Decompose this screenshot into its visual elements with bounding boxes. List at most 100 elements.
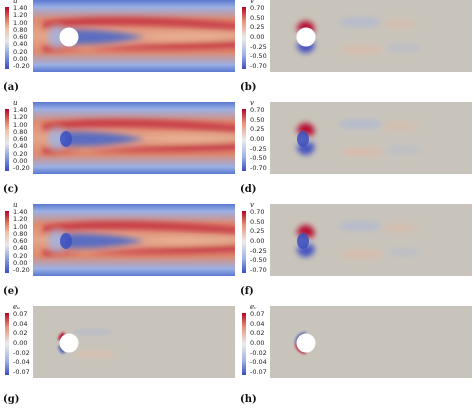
panel-label: (c) <box>3 184 19 195</box>
colorbar-tick: -0.50 <box>250 256 267 265</box>
far-wake <box>145 239 235 243</box>
colorbar-tick: -0.20 <box>13 266 30 274</box>
colorbar-tick: 0.02 <box>13 329 28 338</box>
shear-layer-bottom <box>43 245 235 256</box>
colorbar-tick: 0.50 <box>250 13 265 22</box>
colorbar-symbol: v <box>250 201 254 209</box>
colorbar-tick: 1.20 <box>13 11 28 20</box>
colorbar-tick: 1.40 <box>13 4 28 12</box>
colorbar-tick: 0.07 <box>250 310 265 318</box>
panel-b: v (b) 0.70 0.50 0.25 0.00 -0.25 -0.50 -0.70 <box>237 0 474 102</box>
colorbar-tick: 0.50 <box>250 217 265 226</box>
flow-field <box>33 204 235 276</box>
colorbar-tick: 0.80 <box>13 127 28 136</box>
colorbar-symbol: eᵤ <box>13 303 20 311</box>
panel-g: eᵤ (g) 0.07 0.04 0.02 0.00 -0.02 -0.04 -0.07 <box>0 303 237 409</box>
wake-lobe <box>338 221 382 231</box>
colorbar-tick: -0.04 <box>13 358 30 367</box>
wake-lobe <box>340 46 384 54</box>
colorbar-tick: 0.80 <box>13 229 28 238</box>
colorbar-tick: 0.40 <box>13 244 28 253</box>
colorbar-tick: 0.20 <box>13 149 28 158</box>
cylinder <box>296 27 316 47</box>
colorbar <box>242 313 246 375</box>
colorbar-tick: 0.25 <box>250 125 265 134</box>
flow-field <box>33 102 235 174</box>
colorbar-symbol: u <box>13 99 18 107</box>
colorbar-tick: -0.25 <box>250 144 267 153</box>
wake-lobe <box>340 250 384 258</box>
panel-f: v (f) 0.70 0.50 0.25 0.00 -0.25 -0.50 -0.70 <box>237 201 474 306</box>
error-band <box>75 350 115 358</box>
colorbar-tick: -0.02 <box>13 348 30 357</box>
colorbar-symbol: v <box>250 99 254 107</box>
colorbar <box>5 313 9 375</box>
panel-label: (f) <box>240 286 254 297</box>
colorbar-tick: 0.00 <box>250 237 265 245</box>
colorbar <box>242 109 246 171</box>
colorbar-tick: 0.60 <box>13 237 28 245</box>
colorbar-tick: -0.25 <box>250 42 267 51</box>
colorbar-tick: -0.20 <box>13 62 30 70</box>
flow-field <box>270 306 472 378</box>
colorbar-tick: 0.00 <box>250 135 265 143</box>
colorbar-tick: -0.70 <box>250 266 267 274</box>
cylinder <box>59 333 79 353</box>
shear-layer-top <box>43 221 235 234</box>
cylinder-region <box>60 233 72 249</box>
colorbar-tick: 1.00 <box>13 222 28 231</box>
panel-label: (a) <box>3 82 19 93</box>
colorbar-tick: 0.70 <box>250 208 265 216</box>
panel-e: u (e) 1.40 1.20 1.00 0.80 0.60 0.40 0.20 0.00 -0… <box>0 201 237 306</box>
panel-d: v (d) 0.70 0.50 0.25 0.00 -0.25 -0.50 -0.70 <box>237 99 474 204</box>
error-lobe <box>58 332 66 341</box>
shear-layer-top <box>43 119 235 132</box>
colorbar-tick: 1.00 <box>13 18 28 27</box>
flow-field <box>270 204 472 276</box>
colorbar-symbol: eᵥ <box>250 303 257 311</box>
wake-lobe <box>382 224 418 232</box>
colorbar-tick: 0.07 <box>13 310 28 318</box>
colorbar-tick: -0.04 <box>250 358 267 367</box>
far-wake <box>145 35 235 39</box>
colorbar-tick: -0.70 <box>250 62 267 70</box>
colorbar-tick: 0.80 <box>13 25 28 34</box>
colorbar-tick: -0.07 <box>13 368 30 376</box>
colorbar <box>5 109 9 171</box>
panel-label: (e) <box>3 286 19 297</box>
cylinder-region <box>297 131 309 147</box>
colorbar-tick: 1.40 <box>13 208 28 216</box>
colorbar-tick: -0.50 <box>250 154 267 163</box>
flow-field <box>270 102 472 174</box>
colorbar <box>5 211 9 273</box>
colorbar-tick: 1.00 <box>13 120 28 129</box>
wake-lobe <box>382 20 418 28</box>
wake-lobe <box>382 122 418 130</box>
colorbar <box>242 211 246 273</box>
panel-label: (g) <box>3 394 20 405</box>
colorbar-tick: -0.07 <box>250 368 267 376</box>
error-lobe <box>58 345 66 354</box>
colorbar-symbol: u <box>13 201 18 209</box>
colorbar-tick: -0.02 <box>250 348 267 357</box>
wake-lobe <box>386 44 422 52</box>
colorbar-tick: 0.00 <box>250 33 265 41</box>
wake-lobe <box>338 119 382 129</box>
colorbar-tick: 0.60 <box>13 33 28 41</box>
colorbar-symbol: u <box>13 0 18 5</box>
colorbar-tick: 0.00 <box>13 339 28 347</box>
cylinder <box>59 27 79 47</box>
wake-lobe <box>386 146 422 154</box>
cylinder <box>296 333 316 353</box>
error-band <box>73 328 113 336</box>
panel-label: (h) <box>240 394 257 405</box>
colorbar-tick: 0.70 <box>250 4 265 12</box>
colorbar-tick: 1.40 <box>13 106 28 114</box>
colorbar-tick: 0.40 <box>13 40 28 49</box>
flow-field <box>270 0 472 72</box>
cylinder-region <box>297 233 309 249</box>
colorbar-tick: -0.70 <box>250 164 267 172</box>
colorbar-tick: -0.20 <box>13 164 30 172</box>
colorbar-tick: 1.20 <box>13 113 28 122</box>
colorbar-tick: -0.25 <box>250 246 267 255</box>
